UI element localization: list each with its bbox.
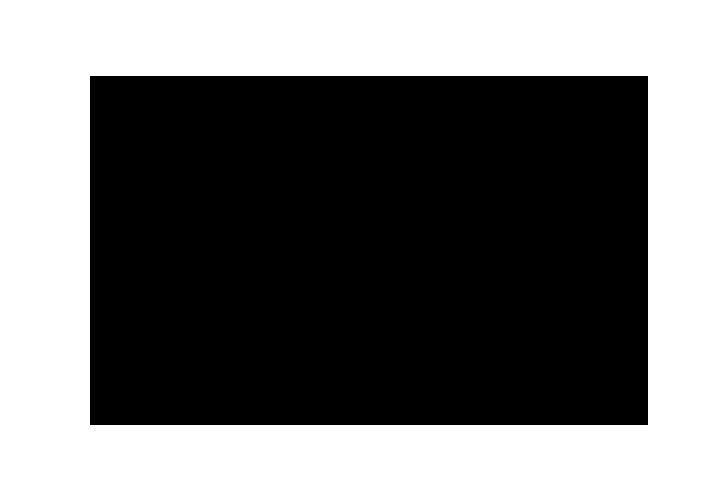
wordcloud-panel	[90, 76, 648, 425]
wordcloud-svg	[90, 76, 648, 425]
